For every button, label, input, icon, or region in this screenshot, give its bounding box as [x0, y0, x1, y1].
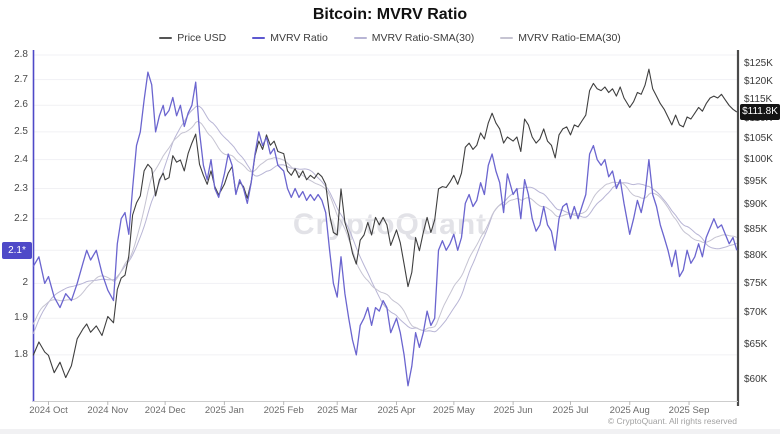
right-axis-tick: $125K	[744, 58, 773, 69]
legend-item-mvrv-sma30[interactable]: MVRV Ratio-SMA(30)	[353, 32, 475, 44]
x-axis-label: 2024 Oct	[29, 405, 68, 416]
legend-item-mvrv-ema30[interactable]: MVRV Ratio-EMA(30)	[500, 32, 621, 44]
x-axis-label: 2025 Jan	[204, 405, 244, 416]
left-axis-tick: 1.9	[14, 312, 28, 324]
right-axis-tick: $90K	[744, 199, 768, 211]
right-axis-tick: $105K	[744, 133, 773, 144]
mvrv-ratio-line	[32, 71, 738, 387]
left-axis-tick: 2.7	[14, 73, 28, 85]
right-axis-tick: $65K	[744, 339, 768, 351]
legend: Price USD MVRV Ratio MVRV Ratio-SMA(30) …	[0, 32, 780, 44]
x-axis-label: 2025 Feb	[263, 405, 304, 416]
right-axis-tick: $120K	[744, 75, 773, 87]
right-axis-tick: $70K	[744, 307, 768, 319]
mvrv-line-swatch-icon	[252, 37, 266, 39]
x-axis-label: 2024 Dec	[144, 405, 186, 416]
price-current-value-badge: $111.8K	[740, 104, 780, 120]
right-axis-tick: $100K	[744, 153, 773, 165]
right-axis-tick: $95K	[744, 176, 768, 188]
x-axis-label: 2024 Nov	[87, 405, 129, 416]
x-axis-label: 2025 Apr	[377, 405, 416, 416]
right-axis-tick: $115K	[744, 93, 773, 105]
left-axis-tick: 2.3	[14, 182, 28, 194]
legend-label: Price USD	[177, 32, 227, 44]
copyright-notice: © CryptoQuant. All rights reserved	[607, 416, 737, 426]
left-axis-tick: 2.8	[14, 49, 28, 60]
x-axis-label: 2025 Sep	[668, 405, 710, 416]
left-axis-tick: 2.5	[14, 125, 28, 137]
x-axis-label: 2025 Jun	[493, 405, 533, 416]
legend-label: MVRV Ratio-SMA(30)	[371, 32, 475, 44]
bottom-strip	[0, 429, 780, 434]
mvrv-current-value-badge: 2.1*	[2, 241, 32, 259]
sma-line-swatch-icon	[353, 37, 367, 39]
price-usd-line-swatch-icon	[159, 37, 173, 39]
left-axis-tick: 2.6	[14, 99, 28, 111]
right-axis-tick: $80K	[744, 249, 768, 261]
x-axis-label: 2025 Aug	[609, 405, 650, 416]
legend-item-mvrv-ratio[interactable]: MVRV Ratio	[252, 32, 328, 44]
right-axis-tick: $85K	[744, 223, 768, 235]
chart-title: Bitcoin: MVRV Ratio	[312, 6, 468, 23]
left-axis-tick: 2.2	[14, 212, 28, 224]
legend-label: MVRV Ratio	[270, 32, 328, 44]
right-axis-tick: $60K	[744, 373, 768, 385]
legend-item-price-usd[interactable]: Price USD	[159, 32, 226, 44]
right-axis-tick: $75K	[744, 277, 768, 289]
x-axis-label: 2025 Jul	[552, 405, 589, 416]
left-axis-tick: 1.8	[14, 348, 28, 360]
left-axis-tick: 2	[22, 277, 28, 289]
ema-line-swatch-icon	[500, 37, 514, 39]
x-axis-label: 2025 May	[432, 405, 475, 416]
legend-label: MVRV Ratio-EMA(30)	[518, 32, 621, 44]
mvrv-sma30-line	[32, 105, 738, 335]
left-axis-tick: 2.4	[14, 153, 28, 165]
x-axis-label: 2025 Mar	[317, 405, 358, 416]
price-usd-line	[32, 68, 738, 379]
